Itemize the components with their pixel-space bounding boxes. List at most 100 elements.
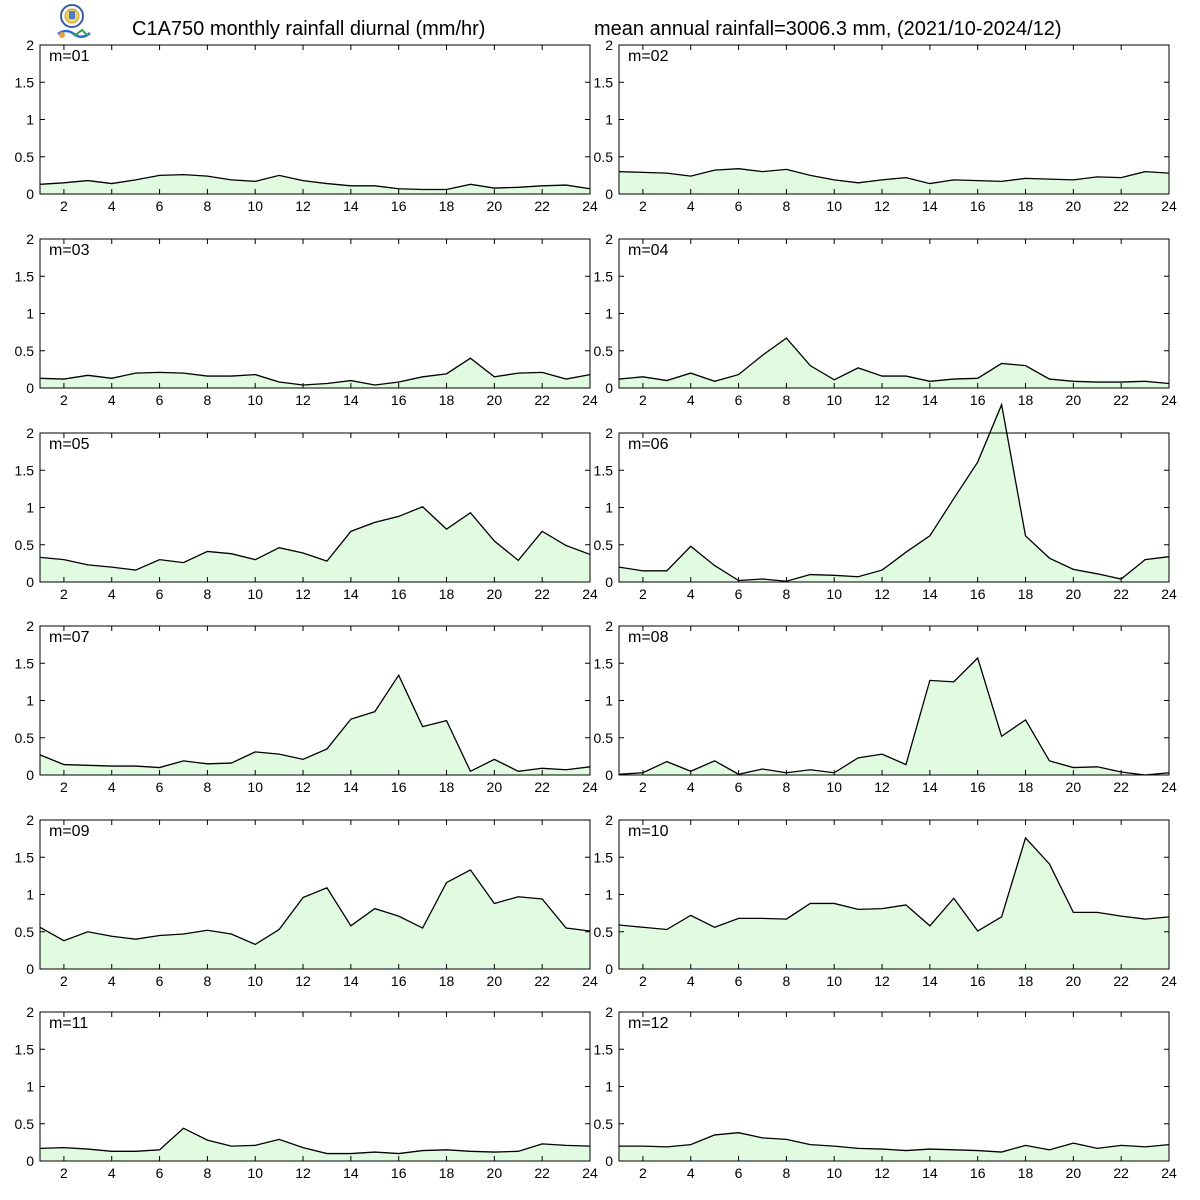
x-tick-label: 20 [1066,973,1082,989]
x-tick-label: 12 [295,779,311,795]
x-tick-label: 8 [203,586,211,602]
y-tick-label: 1 [605,693,613,709]
x-tick-label: 14 [343,973,359,989]
x-tick-label: 6 [735,973,743,989]
y-tick-label: 1 [26,500,34,516]
x-tick-label: 2 [60,973,68,989]
rain-area [619,338,1169,388]
x-tick-label: 16 [970,1165,986,1181]
x-tick-label: 16 [970,392,986,408]
x-tick-label: 18 [439,586,455,602]
x-tick-label: 8 [782,973,790,989]
y-tick-label: 0.5 [594,730,614,746]
plot-frame [39,1011,591,1162]
x-tick-label: 16 [391,586,407,602]
x-tick-label: 24 [582,586,598,602]
x-tick-label: 16 [391,779,407,795]
x-tick-label: 6 [156,586,164,602]
x-tick-label: 20 [1066,392,1082,408]
x-tick-label: 2 [639,392,647,408]
x-tick-label: 10 [247,779,263,795]
x-tick-label: 8 [782,198,790,214]
x-tick-label: 16 [970,973,986,989]
x-tick-label: 10 [826,1165,842,1181]
y-tick-label: 0 [26,767,34,783]
y-tick-label: 0.5 [15,343,35,359]
rain-area [619,658,1169,775]
y-tick-label: 0.5 [594,1116,614,1132]
y-tick-label: 1.5 [594,849,614,865]
panel-label: m=10 [628,823,669,840]
rain-area [619,1132,1169,1161]
x-tick-label: 22 [1113,586,1129,602]
x-tick-label: 8 [203,1165,211,1181]
x-tick-label: 10 [826,973,842,989]
rain-line [39,173,591,191]
x-tick-label: 18 [439,779,455,795]
x-tick-label: 6 [156,392,164,408]
y-tick-label: 0 [605,767,613,783]
x-tick-label: 18 [439,1165,455,1181]
x-tick-label: 2 [60,1165,68,1181]
y-tick-label: 0.5 [594,343,614,359]
panel-label: m=07 [49,629,90,646]
x-tick-label: 12 [295,973,311,989]
x-tick-label: 6 [735,1165,743,1181]
x-tick-label: 2 [60,392,68,408]
y-tick-label: 0.5 [15,924,35,940]
x-tick-label: 4 [687,973,695,989]
y-tick-label: 1 [26,1079,34,1095]
rain-line [618,168,1170,185]
panel-label: m=05 [49,436,90,453]
x-tick-label: 14 [922,586,938,602]
x-tick-label: 24 [1161,779,1177,795]
x-tick-label: 12 [295,198,311,214]
x-tick-label: 20 [487,586,503,602]
x-tick-label: 10 [247,392,263,408]
rain-area [40,869,590,969]
panel-label: m=06 [628,436,669,453]
y-tick-label: 2 [26,37,34,53]
x-tick-label: 6 [156,1165,164,1181]
y-tick-label: 1 [605,887,613,903]
x-tick-label: 12 [295,586,311,602]
x-tick-label: 14 [343,586,359,602]
x-tick-label: 22 [534,779,550,795]
y-tick-label: 0 [26,186,34,202]
x-tick-label: 20 [487,779,503,795]
x-tick-label: 14 [922,198,938,214]
y-tick-label: 2 [605,1004,613,1020]
rain-area [40,506,590,582]
rain-line [39,673,591,773]
x-tick-label: 20 [1066,779,1082,795]
x-tick-label: 4 [687,1165,695,1181]
x-tick-label: 20 [1066,198,1082,214]
y-tick-label: 2 [26,425,34,441]
x-tick-label: 12 [295,392,311,408]
y-tick-label: 0 [605,961,613,977]
y-tick-label: 1 [26,693,34,709]
y-tick-label: 1.5 [15,1041,35,1057]
y-tick-label: 1.5 [15,849,35,865]
y-tick-label: 0.5 [15,537,35,553]
x-tick-label: 16 [391,973,407,989]
x-tick-label: 12 [874,1165,890,1181]
x-tick-label: 10 [826,779,842,795]
x-tick-label: 2 [639,973,647,989]
y-tick-label: 1 [605,112,613,128]
x-tick-label: 16 [970,779,986,795]
x-tick-label: 20 [1066,1165,1082,1181]
y-tick-label: 0 [26,961,34,977]
y-tick-label: 2 [26,231,34,247]
x-tick-label: 18 [439,973,455,989]
y-tick-label: 1 [605,306,613,322]
x-tick-label: 4 [687,198,695,214]
